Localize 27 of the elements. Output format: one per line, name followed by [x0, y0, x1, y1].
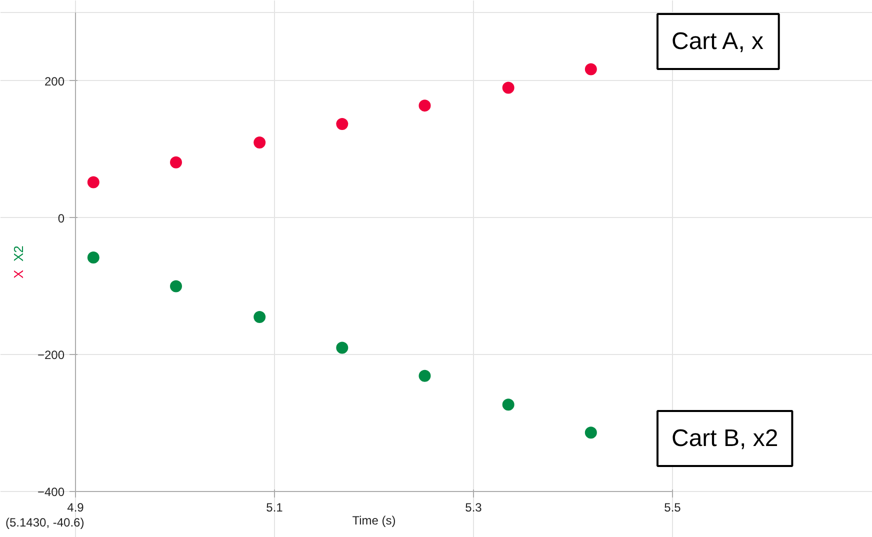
point	[336, 118, 348, 130]
x-tick-label: 5.1	[266, 500, 284, 514]
point	[87, 251, 100, 264]
y-axis-title: X X2	[11, 246, 26, 278]
point	[584, 426, 597, 439]
y-tick-label: 0	[58, 211, 65, 226]
text: (5.1430, -40.6)	[6, 516, 84, 530]
point	[418, 370, 431, 382]
point	[254, 311, 266, 323]
point	[170, 280, 182, 292]
point	[502, 82, 514, 94]
point	[584, 63, 597, 76]
x-tick-label: 5.3	[465, 500, 482, 514]
point	[254, 136, 266, 149]
annotation: Cart B, x2	[672, 425, 778, 452]
y-tick-label: −200	[37, 348, 65, 362]
point	[170, 156, 182, 168]
annotation: Cart A, x	[672, 28, 764, 55]
x-tick-label: 5.5	[664, 500, 682, 514]
y-tick-label: 200	[44, 74, 65, 88]
x-axis-title: Time (s)	[352, 514, 396, 528]
point	[87, 176, 100, 188]
y-tick-label: −400	[37, 485, 65, 499]
point	[502, 398, 514, 411]
x-tick-label: 4.9	[67, 500, 84, 514]
point	[418, 100, 431, 112]
point	[336, 342, 348, 354]
